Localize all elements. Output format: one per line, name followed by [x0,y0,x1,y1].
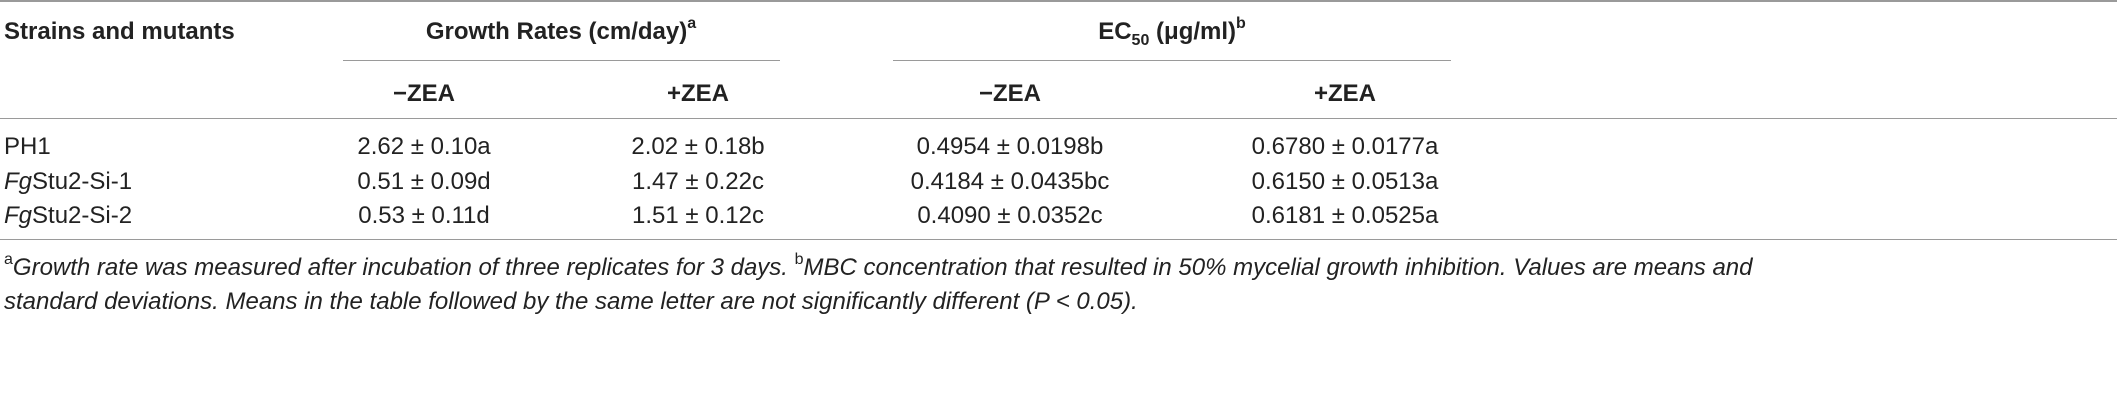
header-growth-rates: Growth Rates (cm/day)a [425,15,697,46]
growth-minus-value: 0.53 ± 0.11d [358,202,490,229]
strain-prefix: Fg [4,202,33,229]
header-ec-sub: 50 [1131,31,1150,49]
strain-label: Stu2-Si-1 [32,168,133,195]
header-ec-plus-zea: +ZEA [1313,80,1377,107]
footnote-line-1: aGrowth rate was measured after incubati… [4,251,1753,284]
growth-minus-value: 0.51 ± 0.09d [357,168,491,195]
strain-name: PH1 [4,133,51,161]
header-growth-plus-zea: +ZEA [666,80,730,107]
growth-minus-value: 2.62 ± 0.10a [357,133,491,160]
header-growth-minus-zea: −ZEA [392,80,456,107]
ec-minus-value: 0.4090 ± 0.0352c [917,202,1103,229]
growth-group-rule [343,60,780,61]
ec-plus-value: 0.6780 ± 0.0177a [1251,133,1439,160]
strain-label: PH1 [4,133,51,160]
header-ec50: EC50 (μg/ml)b [1098,15,1246,49]
footnote-b-text: MBC concentration that resulted in 50% m… [803,254,1753,281]
growth-plus-value: 1.51 ± 0.12c [632,202,764,229]
footnote-a-text: Growth rate was measured after incubatio… [12,254,795,281]
footnote-line-2: standard deviations. Means in the table … [4,288,1138,315]
strain-name: FgStu2-Si-2 [4,202,132,230]
table-bottom-rule [0,239,2117,240]
header-ec-minus-zea: −ZEA [978,80,1042,107]
header-ec-prefix: EC [1098,18,1132,45]
ec-plus-value: 0.6181 ± 0.0525a [1251,202,1439,229]
ec-plus-value: 0.6150 ± 0.0513a [1251,168,1439,195]
growth-plus-value: 2.02 ± 0.18b [631,133,765,160]
strain-label: Stu2-Si-2 [32,202,133,229]
strain-prefix: Fg [4,168,33,195]
strain-name: FgStu2-Si-1 [4,168,132,196]
ec50-group-rule [893,60,1451,61]
header-bottom-rule [0,118,2117,119]
header-strains: Strains and mutants [4,18,235,45]
header-ec-suffix: (μg/ml) [1149,18,1237,45]
header-growth-sup: a [687,15,697,32]
growth-plus-value: 1.47 ± 0.22c [632,168,764,195]
footnote-b-mark: b [794,251,804,268]
footnote-a-mark: a [4,251,13,268]
ec-minus-value: 0.4954 ± 0.0198b [916,133,1104,160]
header-ec-sup: b [1236,15,1246,32]
ec-minus-value: 0.4184 ± 0.0435bc [910,168,1110,195]
table-top-rule [0,0,2117,2]
header-growth-label: Growth Rates (cm/day) [425,18,688,45]
